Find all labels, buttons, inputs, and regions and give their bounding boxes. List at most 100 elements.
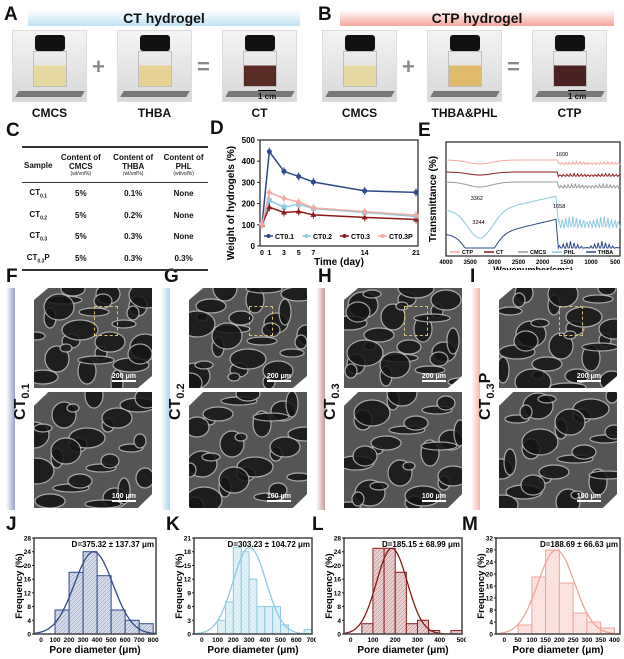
pore [44,345,70,373]
sem-image-bottom: 100 μm [34,392,152,508]
sample-label: CT0.3 [322,383,342,420]
sample-sub: 0.3 [330,383,343,399]
plot-frame [445,141,621,257]
x-tick-label: 600 [291,637,302,644]
pore [344,363,358,379]
pore [499,494,519,508]
panel-label-c: C [6,120,20,141]
header-unit: (wt/vol%) [70,171,92,177]
sample-color-bar [471,288,480,510]
peak-annotation: 3362 [471,196,483,202]
panel-label-h: H [318,266,332,287]
x-tick-label: 21 [412,250,420,257]
x-tick-label: 250 [568,637,579,644]
sample-cell: CT0.2 [22,205,54,227]
sample-suffix: P [477,372,494,384]
vial-icon [448,51,482,87]
pore [499,356,510,384]
y-tick-label: 0 [27,632,31,639]
pore [582,294,614,304]
pore [369,481,389,491]
scale-bar: 200 μm [421,373,446,382]
plus-icon: + [92,54,105,79]
pore [520,474,546,496]
legend-marker [380,234,385,238]
x-tick-label: 300 [78,637,89,644]
legend-label: PHL [564,250,576,256]
x-tick-label: 800 [148,637,159,644]
zoom-region-box [94,306,118,336]
sample-color-bar [316,288,325,510]
histogram-bar [240,551,250,635]
sem-image-top: 200 μm [344,288,462,388]
pore [370,435,402,451]
data-point [361,208,368,215]
pore [94,331,126,353]
spectrum-CMCS [445,181,621,190]
y-tick-label: 6 [187,604,191,611]
x-tick-label: 0 [349,637,353,644]
pore [386,392,418,407]
y-axis-label: Frequency (%) [476,553,487,618]
pore [61,319,99,341]
x-tick-label: 200 [228,637,239,644]
pore [503,448,517,476]
data-point [281,168,287,174]
pore [84,499,122,508]
x-tick-label: 400 [92,637,103,644]
y-tick-label: 24 [24,549,32,556]
panel-label-m: M [462,514,478,535]
pore [414,365,446,375]
x-tick-label: 400 [434,637,445,644]
pore [100,453,120,469]
pore [127,343,152,365]
y-tick-label: 32 [486,536,494,543]
table-cell: 0.1% [124,189,143,199]
x-tick-label: 5 [297,250,301,257]
vial-stand-icon [15,91,85,97]
pore [605,392,617,404]
pore [597,288,617,296]
scale-bar: 1 cm [258,90,277,101]
x-tick-label: 3000 [488,260,502,266]
pore [430,289,462,311]
y-tick-label: 28 [334,536,342,543]
x-tick-label: 2000 [536,260,550,266]
pore [571,444,597,460]
x-tick-label: 0 [39,637,43,644]
pore [246,336,278,346]
scale-bar: 100 μm [421,493,446,502]
pore [549,382,587,388]
panel-label-i: I [470,266,476,287]
pore [128,288,152,309]
vial-cap-icon [245,35,275,51]
x-tick-label: 50 [514,637,522,644]
pore [268,482,288,498]
histogram-bar [68,571,84,635]
pore [211,322,243,350]
pore [280,288,307,302]
data-point [259,221,265,228]
sem-pores [189,392,307,508]
pore [245,288,283,294]
x-axis-label: Pore diameter (μm) [207,645,298,656]
pore [279,348,305,358]
y-tick-label: 28 [486,548,494,555]
sem-pores [34,392,152,508]
data-point [310,179,316,185]
x-tick-label: 500 [275,637,286,644]
table-header: Content of CMCS (wt/vol%) [54,147,107,183]
pore [604,424,617,440]
y-tick-label: 12 [184,577,192,584]
table-body: CT0.1 5% 0.1% None CT0.2 5% 0.2% None CT0.3 5% 0.3… [22,183,208,271]
x-tick-label: 100 [526,637,537,644]
vial-label: THBA&PHL [431,106,498,120]
pore [581,342,617,352]
sample-label: CT0.1 [12,383,32,420]
pore [34,423,53,433]
pore [189,310,216,338]
sample-name: CT [322,398,339,420]
spectrum-CT [445,171,621,178]
histogram-bar [572,612,588,635]
legend-marker [266,234,271,238]
